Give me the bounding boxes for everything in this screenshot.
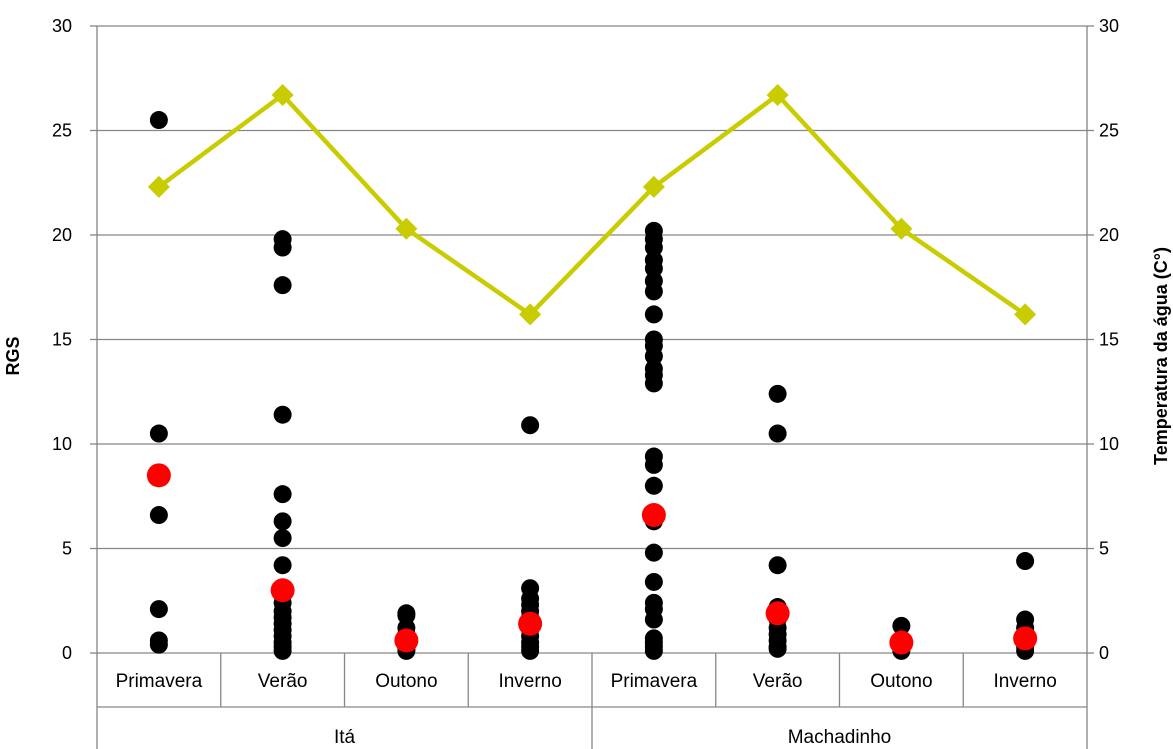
individual-points-series [149,111,1035,660]
individual-point-4-13 [644,374,663,393]
category-label-1: Verão [258,671,308,692]
y-tick-left-0: 0 [62,643,72,663]
individual-point-1-1 [273,238,292,257]
y-tick-left-25: 25 [52,121,72,141]
individual-point-4-6 [644,282,663,301]
mean-point-4 [641,503,666,528]
temperature-marker-0 [147,175,170,198]
y-tick-left-5: 5 [62,539,72,559]
y-tick-right-20: 20 [1099,225,1119,245]
individual-point-0-5 [149,635,168,654]
individual-point-1-4 [273,485,292,504]
gridlines [97,25,1087,550]
individual-point-4-19 [644,543,663,562]
mean-points-series [146,463,1038,655]
category-label-5: Verão [753,671,803,692]
individual-point-0-1 [149,424,168,443]
individual-point-4-27 [644,641,663,660]
individual-point-0-2 [149,506,168,525]
individual-point-5-2 [768,556,787,575]
category-label-7: Inverno [993,671,1056,692]
y-tick-left-20: 20 [52,225,72,245]
individual-point-1-3 [273,405,292,424]
mean-point-0 [146,463,171,488]
category-label-4: Primavera [611,671,698,692]
y-tick-left-15: 15 [52,330,72,350]
individual-point-4-15 [644,455,663,474]
mean-point-1 [270,578,295,603]
individual-point-5-10 [768,639,787,658]
individual-point-4-2 [644,238,663,257]
mean-point-7 [1013,626,1038,651]
tick-labels: 0 0 5 5 10 10 15 15 20 20 25 25 30 30 [52,16,1119,663]
temperature-marker-7 [1014,303,1037,326]
mean-point-6 [889,630,914,655]
individual-point-2-1 [397,606,416,625]
mean-point-3 [518,611,543,636]
individual-point-6-0 [892,616,911,635]
individual-point-4-16 [644,476,663,495]
temperature-line [157,91,1027,318]
temperature-marker-2 [395,217,418,240]
y-tick-right-0: 0 [1099,643,1109,663]
individual-point-4-20 [644,572,663,591]
individual-point-4-23 [644,610,663,629]
y-axis-right-label: Temperatura da água (C°) [1151,247,1171,465]
category-label-2: Outono [375,671,437,692]
category-labels: Primavera Verão Outono Inverno Itá Primavera V… [116,671,1057,748]
temperature-marker-5 [766,83,789,106]
individual-point-1-6 [273,529,292,548]
individual-point-1-16 [273,641,292,660]
individual-point-1-5 [273,512,292,531]
y-tick-right-25: 25 [1099,121,1119,141]
category-label-0: Primavera [116,671,203,692]
mean-point-2 [394,628,419,653]
axes-frame [90,25,1094,749]
y-axis-left-label: RGS [3,336,23,375]
temperature-marker-6 [890,217,913,240]
individual-point-1-7 [273,556,292,575]
mean-point-5 [765,601,790,626]
category-label-6: Outono [870,671,932,692]
individual-point-4-4 [644,259,663,278]
individual-point-4-10 [644,347,663,366]
y-tick-left-10: 10 [52,434,72,454]
individual-point-1-2 [273,276,292,295]
temperature-marker-3 [519,303,542,326]
individual-point-5-0 [768,384,787,403]
temperature-marker-4 [642,175,665,198]
individual-point-5-1 [768,424,787,443]
individual-point-0-3 [149,600,168,619]
group-label-0: Itá [334,727,356,748]
individual-point-3-0 [521,416,540,435]
individual-point-7-0 [1016,552,1035,571]
group-label-1: Machadinho [788,727,892,748]
y-tick-right-15: 15 [1099,330,1119,350]
temperature-series [147,83,1037,326]
individual-point-3-11 [521,641,540,660]
temperature-marker-1 [271,83,294,106]
individual-point-0-0 [149,111,168,130]
y-tick-left-30: 30 [52,16,72,36]
y-tick-right-30: 30 [1099,16,1119,36]
y-tick-right-10: 10 [1099,434,1119,454]
y-tick-right-5: 5 [1099,539,1109,559]
individual-point-4-7 [644,305,663,324]
category-label-3: Inverno [498,671,561,692]
